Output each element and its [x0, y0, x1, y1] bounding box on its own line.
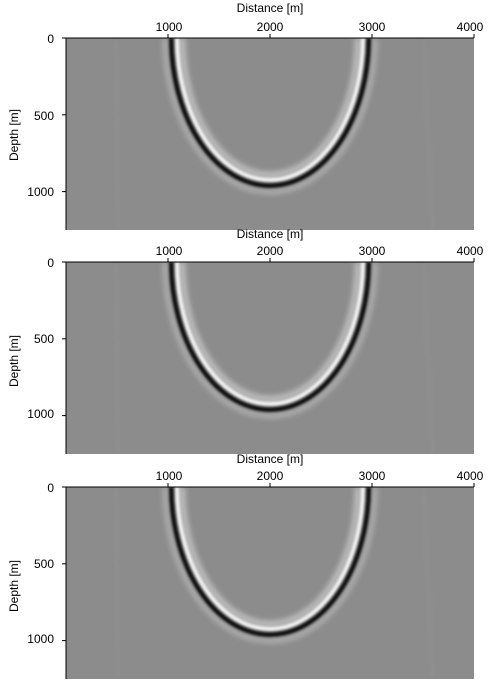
x-tick-label: 4000: [456, 20, 484, 34]
y-tick-label: 0: [47, 481, 54, 495]
x-tick-label: 2000: [256, 469, 284, 483]
edge-artifact-left: [113, 38, 121, 230]
reflector-halo-outer: [163, 487, 377, 643]
seismic-image-2: [62, 258, 475, 454]
panel-2: Distance [m] Depth [m] 1000 2000 3000 40…: [0, 226, 490, 456]
edge-artifact-right: [422, 262, 435, 454]
edge-artifact-right: [422, 38, 435, 230]
reflector-halo-outer: [163, 262, 377, 418]
reflector-halo-inner: [179, 262, 361, 402]
x-tick-label: 3000: [358, 20, 386, 34]
x-tick-label: 3000: [358, 244, 386, 258]
x-tick-label: 1000: [155, 244, 183, 258]
reflector-halo-outer: [163, 38, 377, 194]
y-tick-label: 1000: [27, 407, 54, 421]
reflector-white-band: [175, 38, 365, 182]
x-tick-label: 2000: [256, 20, 284, 34]
edge-artifact-left: [113, 262, 121, 454]
image-background: [66, 38, 474, 230]
y-tick-label: 1000: [27, 185, 54, 199]
x-tick-label: 2000: [256, 244, 284, 258]
edge-artifact-left: [113, 487, 121, 679]
reflector-white-band: [175, 262, 365, 406]
x-axis-label: Distance [m]: [236, 227, 304, 241]
x-axis-label: Distance [m]: [236, 1, 304, 15]
reflector-halo-inner: [179, 38, 361, 178]
seismic-image-3: [62, 483, 475, 679]
x-tick-label: 3000: [358, 469, 386, 483]
y-tick-label: 0: [47, 256, 54, 270]
reflector-white-band: [175, 487, 365, 631]
reflector-black-band: [168, 487, 372, 638]
x-axis-label: Distance [m]: [236, 452, 304, 466]
y-tick-label: 500: [33, 109, 54, 123]
x-tick-label: 1000: [155, 20, 183, 34]
x-tick-label: 1000: [155, 469, 183, 483]
x-tick-label: 4000: [456, 244, 484, 258]
edge-artifact-right: [422, 487, 435, 679]
y-tick-label: 1000: [27, 632, 54, 646]
reflector-halo-inner: [179, 487, 361, 627]
image-background: [66, 262, 474, 454]
image-background: [66, 487, 474, 679]
reflector-black-band: [168, 262, 372, 413]
seismic-image-1: [62, 34, 475, 230]
y-tick-label: 500: [33, 332, 54, 346]
x-tick-label: 4000: [456, 469, 484, 483]
y-axis-label: Depth [m]: [7, 108, 21, 162]
panel-3: Distance [m] Depth [m] 1000 2000 3000 40…: [0, 451, 490, 681]
y-tick-label: 0: [47, 32, 54, 46]
panel-1: Distance [m] Depth [m] 1000 2000 3000 40…: [0, 0, 490, 230]
y-tick-label: 500: [33, 557, 54, 571]
reflector-black-band: [168, 38, 372, 189]
